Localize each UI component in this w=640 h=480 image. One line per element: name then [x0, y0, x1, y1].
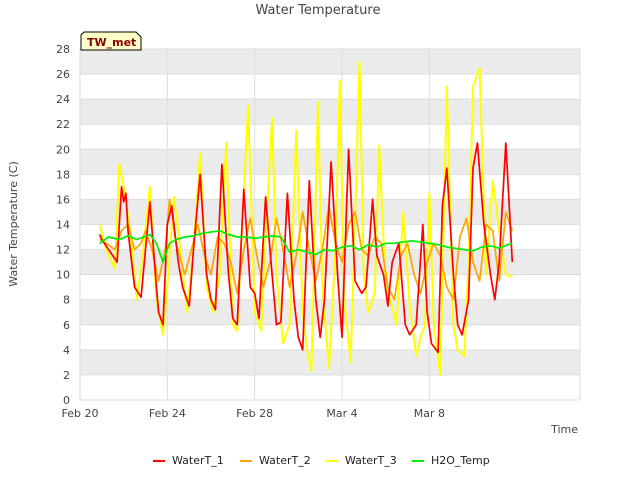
- chart-title: Water Temperature: [256, 3, 381, 18]
- legend: WaterT_1 WaterT_2 WaterT_3 H2O_Temp: [153, 454, 490, 467]
- badge-label: TW_met: [87, 36, 136, 49]
- y-tick-label: 20: [56, 143, 70, 156]
- y-axis-label: Water Temperature (C): [7, 161, 20, 286]
- legend-label: WaterT_3: [345, 454, 397, 467]
- plot-band: [80, 299, 580, 325]
- legend-label: H2O_Temp: [431, 454, 490, 467]
- series-line-h2o-temp: [99, 229, 513, 263]
- x-axis-ticks: Feb 20 Feb 24 Feb 28 Mar 4 Mar 8: [62, 407, 445, 420]
- plot-band: [80, 99, 580, 125]
- y-tick-label: 12: [56, 244, 70, 257]
- x-tick-label: Mar 4: [326, 407, 357, 420]
- y-tick-label: 24: [56, 93, 70, 106]
- y-tick-label: 8: [63, 294, 70, 307]
- y-tick-label: 16: [56, 193, 70, 206]
- legend-label: WaterT_2: [259, 454, 311, 467]
- x-tick-label: Feb 28: [236, 407, 273, 420]
- y-tick-label: 28: [56, 43, 70, 56]
- y-tick-label: 14: [56, 219, 70, 232]
- series-line-watert-1: [98, 142, 514, 354]
- y-tick-label: 4: [63, 344, 70, 357]
- y-tick-label: 0: [63, 394, 70, 407]
- legend-label: WaterT_1: [172, 454, 224, 467]
- y-tick-label: 26: [56, 68, 70, 81]
- y-tick-label: 18: [56, 168, 70, 181]
- badge: TW_met: [80, 31, 142, 51]
- series-lines: [98, 60, 514, 376]
- y-tick-label: 6: [63, 319, 70, 332]
- y-tick-label: 10: [56, 269, 70, 282]
- x-tick-label: Feb 20: [62, 407, 99, 420]
- x-tick-label: Feb 24: [149, 407, 186, 420]
- y-tick-label: 2: [63, 369, 70, 382]
- x-axis-label: Time: [550, 423, 578, 436]
- y-tick-label: 22: [56, 118, 70, 131]
- plot-band: [80, 49, 580, 75]
- x-tick-label: Mar 8: [414, 407, 445, 420]
